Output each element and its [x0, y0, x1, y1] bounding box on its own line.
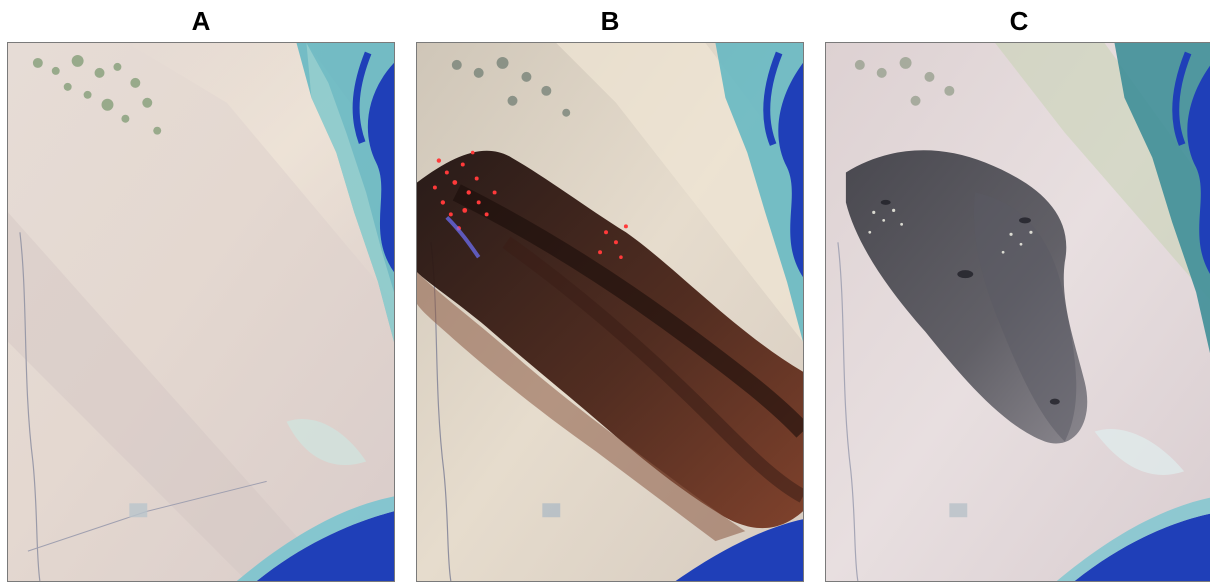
coastline-water: [1114, 43, 1210, 354]
sea-corner: [256, 511, 394, 581]
sea-corner: [1074, 513, 1210, 581]
salt-flat: [286, 419, 367, 466]
satellite-scene-b: [417, 43, 803, 581]
panel-label-b: B: [600, 6, 620, 36]
river-channel-inner: [1172, 51, 1192, 146]
vegetation-patches: [854, 56, 955, 106]
satellite-image-b: [416, 42, 804, 582]
vegetation-patches: [32, 54, 162, 135]
settlement: [542, 503, 561, 518]
fire-glow-blue: [445, 215, 481, 259]
panel-label-c: C: [1009, 6, 1029, 36]
river-channel: [1187, 65, 1210, 274]
oil-field-lights: [868, 208, 1033, 254]
burn-scar-marks: [880, 199, 1060, 405]
smoke-streak: [452, 184, 803, 438]
river-channel-inner: [763, 51, 783, 146]
satellite-scene-a: [8, 43, 394, 581]
sea-shallow: [1056, 497, 1210, 581]
smoke-streak-2: [502, 236, 803, 503]
settlement: [129, 503, 148, 518]
river-channel-inner: [352, 51, 372, 144]
shadow-band: [8, 212, 337, 581]
smoke-plume-fringe: [417, 272, 746, 542]
settlement: [949, 503, 968, 518]
sea-corner: [675, 519, 803, 581]
haze-fringe: [973, 192, 1077, 442]
river-channel: [367, 62, 394, 273]
sea-shallow: [236, 496, 394, 581]
vegetation-patches: [451, 56, 571, 117]
satellite-image-a: [7, 42, 395, 582]
coastline-shore: [306, 43, 394, 342]
green-sand-band: [995, 43, 1210, 300]
satellite-image-c: [825, 42, 1210, 582]
river-channel: [778, 62, 803, 278]
salt-flat: [1094, 428, 1185, 476]
road-line: [19, 232, 41, 581]
panel-label-a: A: [191, 6, 211, 36]
satellite-scene-c: [826, 43, 1210, 581]
road-line: [837, 242, 859, 581]
